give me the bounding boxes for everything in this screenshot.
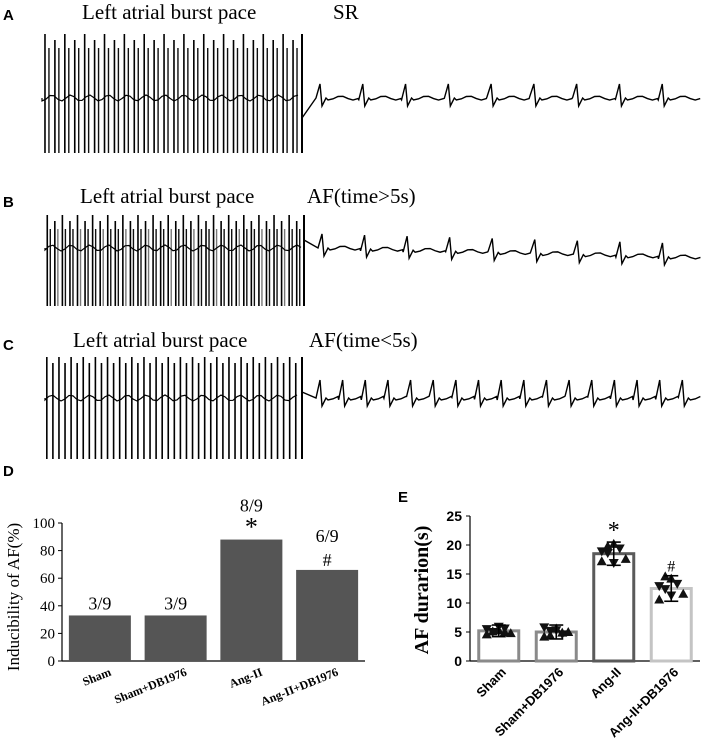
y-tick-label: 25 [446, 508, 462, 524]
data-point [654, 582, 665, 592]
x-tick-label: Ang-II [587, 665, 624, 702]
data-point [481, 625, 492, 635]
panel-e-y-axis-label: AF durarion(s) [411, 526, 433, 655]
significance-marker: # [667, 559, 675, 576]
bar [220, 539, 283, 661]
rhythm-line [301, 379, 701, 409]
rhythm-line [301, 83, 701, 119]
y-tick-label: 5 [454, 624, 462, 640]
panel-e-letter: E [398, 489, 408, 506]
bar [144, 615, 207, 661]
data-point [660, 585, 671, 595]
panel-a-pacing-label: Left atrial burst pace [82, 0, 256, 24]
data-point [654, 594, 665, 604]
y-tick-label: 10 [446, 595, 462, 611]
panel-d-y-axis-label: Inducibility of AF(%) [4, 523, 23, 671]
bar [68, 615, 131, 661]
data-point [539, 623, 550, 633]
data-point [545, 630, 556, 640]
panel-e-plot: 0510152025ShamSham+DB1976*Ang-II#Ang-II+… [446, 508, 700, 740]
significance-marker: # [323, 550, 332, 570]
data-point [620, 553, 631, 563]
data-point [672, 579, 683, 589]
rhythm-line [303, 233, 701, 268]
x-tick-label: Ang-II+DB1976 [259, 665, 340, 709]
burst-baseline [44, 244, 302, 252]
panel-a-ecg-trace [41, 34, 701, 153]
data-point [487, 626, 498, 636]
y-tick-label: 80 [40, 544, 55, 560]
panel-e-chart: E AF durarion(s) 0510152025ShamSham+DB19… [398, 489, 700, 740]
panel-c-pacing-label: Left atrial burst pace [73, 328, 247, 352]
y-tick-label: 40 [40, 599, 55, 615]
bar-value-label: 6/9 [316, 526, 339, 546]
significance-marker: * [245, 513, 258, 542]
y-tick-label: 20 [446, 537, 462, 553]
data-point [602, 549, 613, 559]
panel-c: C Left atrial burst pace AF(time<5s) [3, 328, 701, 459]
panel-a-letter: A [3, 7, 14, 24]
panel-c-letter: C [3, 337, 14, 354]
burst-baseline [41, 94, 299, 102]
panel-c-response-label: AF(time<5s) [309, 328, 418, 352]
y-tick-label: 0 [454, 653, 462, 669]
panel-d-letter: D [3, 463, 14, 480]
data-point [499, 627, 510, 636]
data-point [596, 556, 607, 566]
bar-value-label: 3/9 [164, 593, 187, 613]
x-tick-label: Sham [473, 665, 509, 701]
y-tick-label: 100 [33, 516, 56, 532]
significance-marker: * [608, 518, 620, 544]
panel-a-response-label: SR [333, 0, 359, 24]
data-point [563, 627, 574, 636]
bar-value-label: 8/9 [240, 496, 263, 516]
panel-d-plot: 0 20 40 60 80 100 3/9 Sham 3/9 Sham+DB1976 8/9* Ang… [33, 496, 365, 709]
data-point [614, 544, 625, 554]
panel-b-letter: B [3, 194, 14, 211]
bar [592, 552, 636, 663]
y-tick-label: 20 [40, 626, 55, 642]
y-tick-label: 0 [48, 654, 56, 670]
panel-d-chart: D Inducibility of AF(%) 0 20 40 60 80 100 3/9 S… [3, 463, 365, 709]
data-point [602, 541, 613, 551]
bar-value-label: 3/9 [88, 593, 111, 613]
burst-baseline [44, 394, 298, 402]
y-tick-label: 15 [446, 566, 462, 582]
panel-a: A Left atrial burst pace SR [3, 0, 701, 153]
panel-b: B Left atrial burst pace AF(time>5s) [3, 184, 701, 306]
panel-b-pacing-label: Left atrial burst pace [80, 184, 254, 208]
data-point [678, 588, 689, 598]
x-tick-label: Sham [81, 665, 113, 689]
data-point [557, 627, 568, 637]
x-tick-label: Sham+DB1976 [112, 665, 189, 707]
panel-b-response-label: AF(time>5s) [307, 184, 416, 208]
bar [296, 569, 359, 661]
panel-b-ecg-trace [44, 215, 701, 306]
panel-c-ecg-trace [44, 357, 701, 459]
y-tick-label: 60 [40, 571, 55, 587]
x-tick-label: Ang-II [227, 665, 265, 691]
